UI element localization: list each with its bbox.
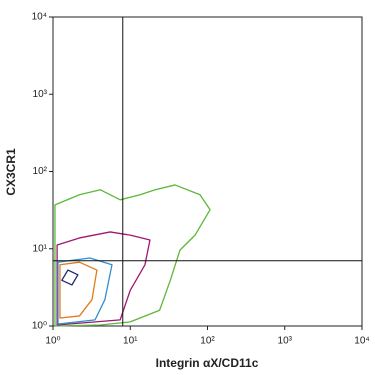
y-tick-label: 10³ — [33, 89, 48, 100]
y-axis-title: CX3CR1 — [4, 148, 18, 196]
x-tick-label: 10² — [200, 336, 215, 347]
y-tick-label: 10¹ — [33, 243, 48, 254]
x-tick-label: 10⁴ — [354, 336, 369, 347]
contour — [56, 231, 151, 326]
plot-frame — [52, 16, 363, 327]
contour — [54, 184, 211, 327]
x-tick-label: 10¹ — [123, 336, 138, 347]
x-axis-title: Integrin αX/CD11c — [156, 356, 259, 370]
x-tick-label: 10³ — [278, 336, 293, 347]
contour — [61, 269, 79, 286]
x-tick-label: 10⁰ — [45, 336, 60, 347]
y-tick-label: 10⁰ — [32, 321, 47, 332]
y-tick-label: 10² — [33, 166, 48, 177]
y-tick-label: 10⁴ — [32, 12, 47, 23]
contour — [57, 257, 113, 325]
contour — [59, 261, 98, 319]
